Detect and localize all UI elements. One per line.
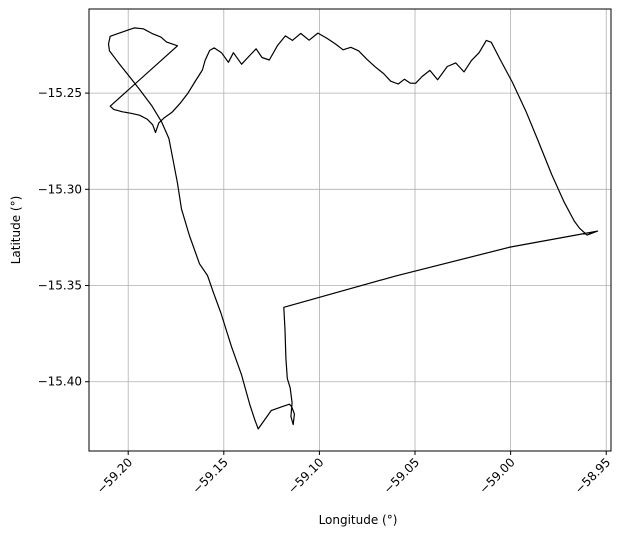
x-tick-label: −59.05 <box>381 455 422 496</box>
data-layer <box>107 27 599 430</box>
x-tick-label: −59.10 <box>285 455 326 496</box>
x-tick-label: −58.95 <box>572 455 613 496</box>
boundary-polygon <box>107 27 599 430</box>
grid-lines <box>89 9 611 451</box>
x-tick-label: −59.20 <box>94 455 135 496</box>
y-tick-label: −15.35 <box>38 279 82 293</box>
x-tick-label: −59.00 <box>476 455 517 496</box>
x-tick-label: −59.15 <box>190 455 231 496</box>
tick-labels: −59.20 −59.15 −59.10 −59.05 −59.00 −58.95 −15.… <box>38 86 614 496</box>
axes-frame <box>88 8 612 452</box>
y-tick-label: −15.25 <box>38 86 82 100</box>
y-tick-label: −15.30 <box>38 182 82 196</box>
x-axis-label: Longitude (°) <box>319 513 398 527</box>
y-tick-label: −15.40 <box>38 375 82 389</box>
tick-marks <box>85 92 607 455</box>
y-axis-label: Latitude (°) <box>9 196 23 265</box>
